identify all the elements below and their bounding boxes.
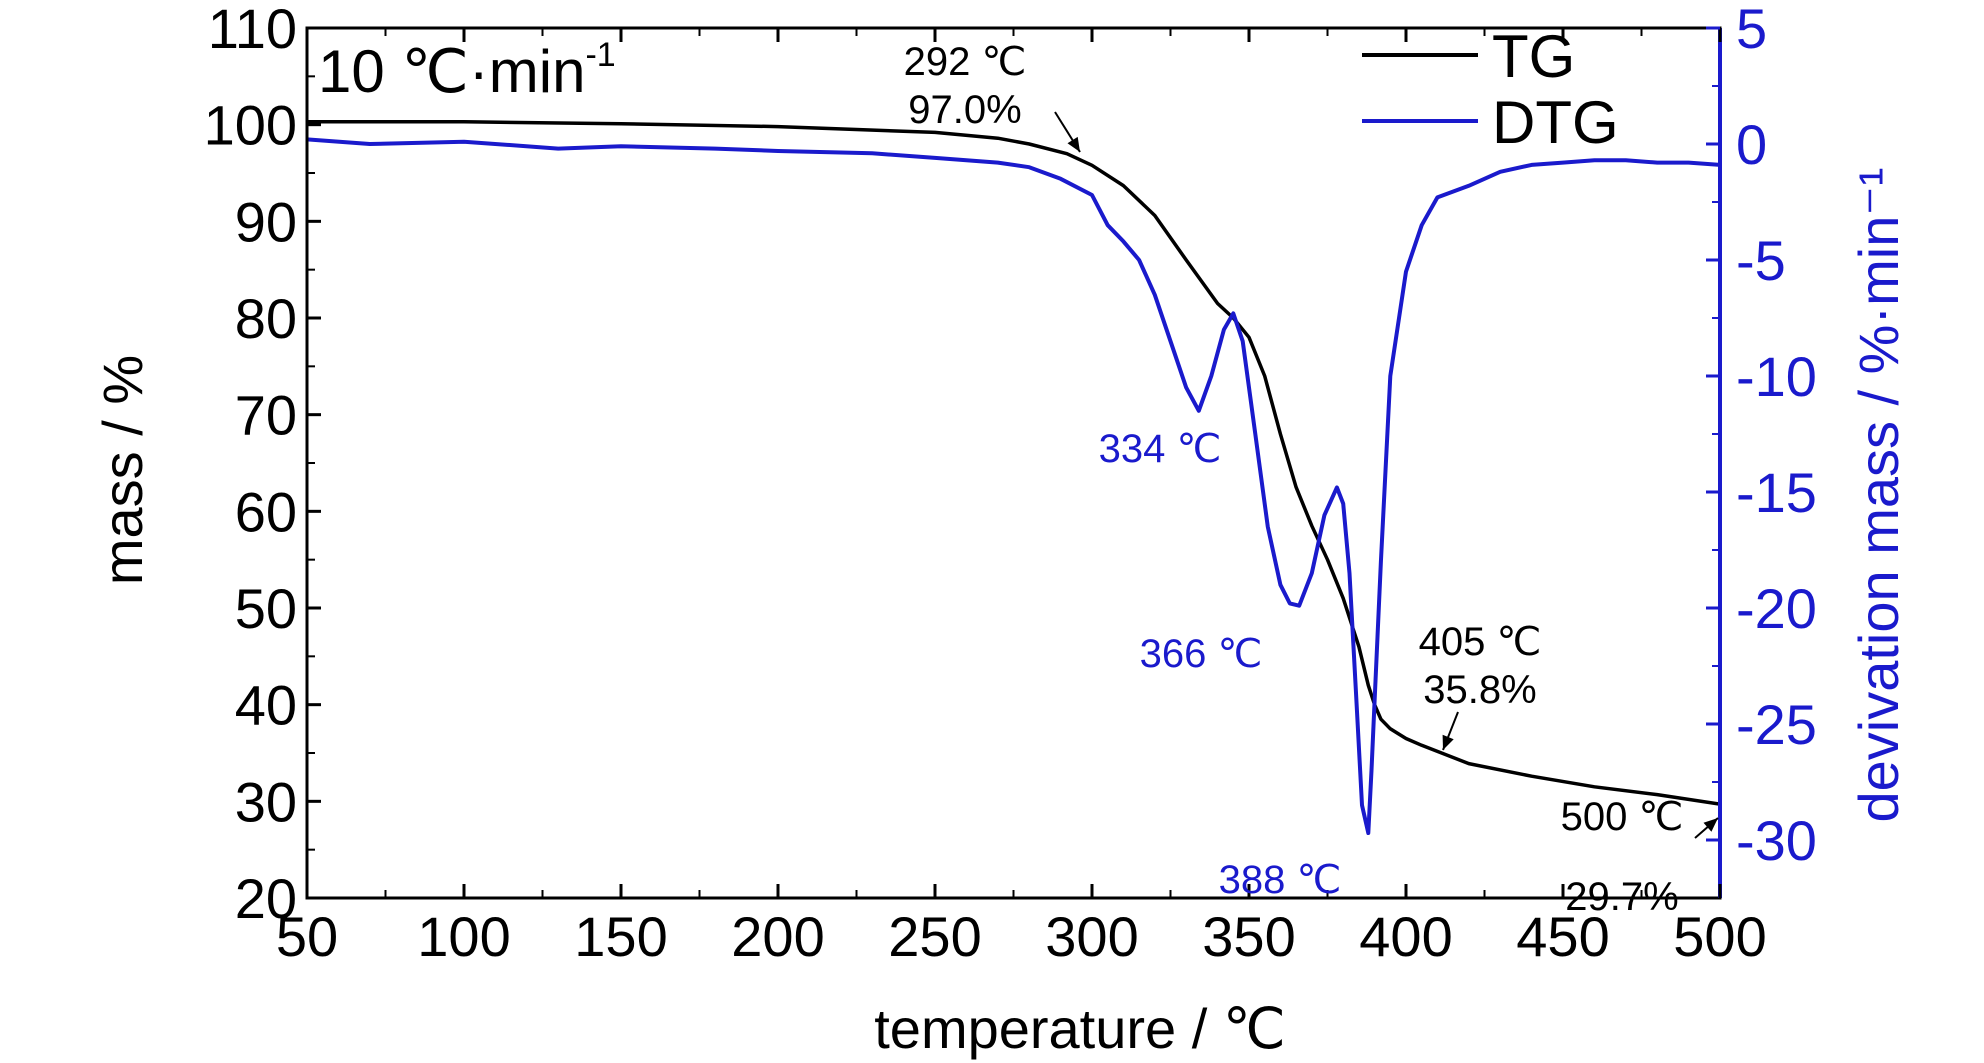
annotation-tg-405-line2: 35.8% bbox=[1423, 668, 1536, 712]
annotation-tg-onset-line1: 292 ℃ bbox=[904, 40, 1027, 84]
annotation-arrow-head bbox=[1703, 818, 1718, 832]
heating-rate-superscript: -1 bbox=[585, 36, 615, 74]
right-y-tick-label: -20 bbox=[1736, 577, 1817, 640]
legend-dtg-label: DTG bbox=[1492, 89, 1619, 156]
x-tick-label: 400 bbox=[1359, 905, 1452, 968]
right-y-tick-label: -15 bbox=[1736, 461, 1817, 524]
legend-tg-label: TG bbox=[1492, 23, 1575, 90]
left-y-tick-label: 60 bbox=[235, 480, 297, 543]
left-y-tick-label: 50 bbox=[235, 577, 297, 640]
left-axis-title: mass / % bbox=[91, 355, 154, 585]
right-axis-title: devivation mass / %·min⁻¹ bbox=[1847, 167, 1910, 822]
annotation-dtg-366-line1: 366 ℃ bbox=[1140, 632, 1263, 676]
annotation-tg-onset-line2: 97.0% bbox=[908, 88, 1021, 132]
annotation-dtg-334-line1: 334 ℃ bbox=[1099, 427, 1222, 471]
heating-rate-text: 10 ℃·min bbox=[318, 38, 585, 105]
right-y-tick-label: 5 bbox=[1736, 0, 1767, 60]
heating-rate-label: 10 ℃·min-1 bbox=[318, 36, 616, 105]
right-y-tick-label: -10 bbox=[1736, 345, 1817, 408]
plot-frame bbox=[305, 26, 1722, 900]
legend: TG DTG bbox=[1362, 23, 1619, 156]
annotation-dtg-388-line1: 388 ℃ bbox=[1219, 858, 1342, 902]
annotation-tg-500-line2: 29.7% bbox=[1565, 875, 1678, 919]
x-tick-label: 150 bbox=[574, 905, 667, 968]
left-y-tick-label: 40 bbox=[235, 674, 297, 737]
right-y-tick-label: -5 bbox=[1736, 229, 1786, 292]
x-tick-label: 450 bbox=[1516, 905, 1609, 968]
x-tick-label: 500 bbox=[1673, 905, 1766, 968]
annotation-arrow-head bbox=[1067, 136, 1080, 152]
annotation-tg-405-line1: 405 ℃ bbox=[1419, 620, 1542, 664]
x-tick-label: 350 bbox=[1202, 905, 1295, 968]
series-tg-line bbox=[307, 120, 1720, 806]
x-tick-label: 50 bbox=[276, 905, 338, 968]
x-tick-label: 200 bbox=[731, 905, 824, 968]
series-dtg-line bbox=[307, 137, 1720, 835]
x-tick-label: 250 bbox=[888, 905, 981, 968]
left-y-tick-label: 90 bbox=[235, 190, 297, 253]
left-y-tick-label: 70 bbox=[235, 384, 297, 447]
right-y-tick-label: 0 bbox=[1736, 113, 1767, 176]
left-y-tick-label: 100 bbox=[204, 94, 297, 157]
left-y-tick-label: 20 bbox=[235, 867, 297, 930]
annotation-arrow-head bbox=[1442, 734, 1454, 750]
x-tick-label: 100 bbox=[417, 905, 510, 968]
x-axis-title: temperature / ℃ bbox=[874, 997, 1286, 1060]
x-tick-label: 300 bbox=[1045, 905, 1138, 968]
left-y-tick-label: 110 bbox=[208, 0, 297, 60]
right-y-tick-label: -25 bbox=[1736, 693, 1817, 756]
right-y-tick-label: -30 bbox=[1736, 809, 1817, 872]
left-y-tick-label: 80 bbox=[235, 287, 297, 350]
left-y-tick-label: 30 bbox=[235, 770, 297, 833]
annotation-tg-500-line1: 500 ℃ bbox=[1561, 795, 1684, 839]
